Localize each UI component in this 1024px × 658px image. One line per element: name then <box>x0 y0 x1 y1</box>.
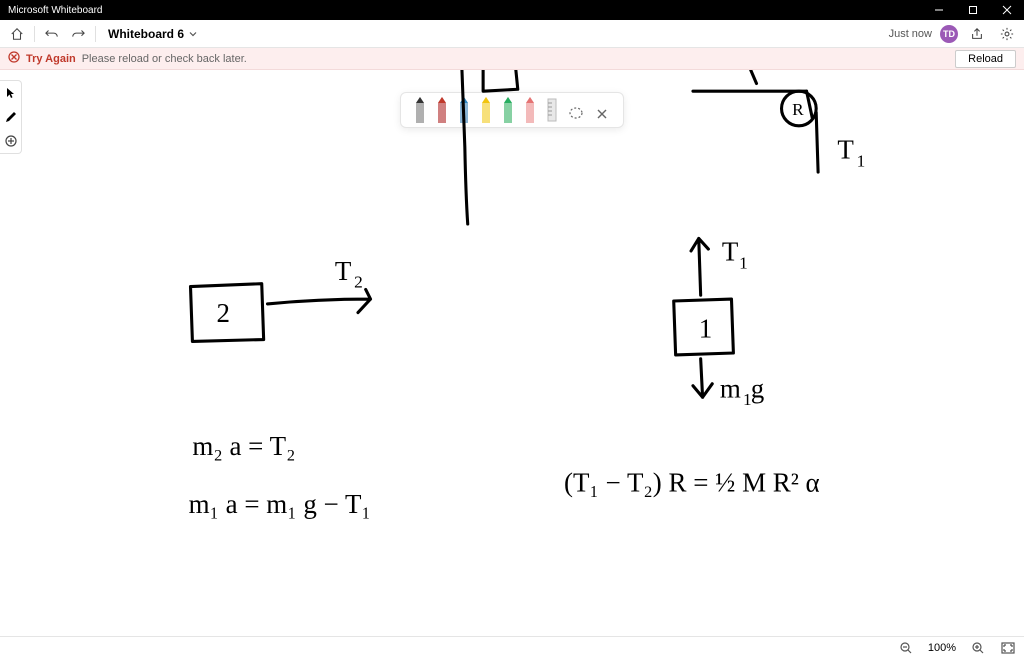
lasso-tool-button[interactable] <box>567 105 585 123</box>
ink-T1-up-sub: 1 <box>739 253 748 272</box>
statusbar: 100% <box>0 636 1024 658</box>
board-name-dropdown[interactable]: Whiteboard 6 <box>108 27 198 41</box>
ink-eq3: (T₁ − T₂) R = ½ M R² α <box>564 468 820 498</box>
error-message: Please reload or check back later. <box>82 53 247 65</box>
ink-pulley-R: R <box>792 100 804 119</box>
error-title: Try Again <box>26 53 76 65</box>
pen-tool-button[interactable] <box>3 109 19 125</box>
error-banner: Try Again Please reload or check back la… <box>0 48 1024 70</box>
whiteboard-canvas[interactable]: 2 T 2 1 T 1 m 1 g R T 1 m₂ <box>0 70 1024 636</box>
titlebar: Microsoft Whiteboard <box>0 0 1024 20</box>
add-tool-button[interactable] <box>3 133 19 149</box>
pen-blue[interactable] <box>457 97 471 123</box>
ink-T2-sub: 2 <box>354 273 363 292</box>
ink-layer: 2 T 2 1 T 1 m 1 g R T 1 m₂ <box>0 70 1024 636</box>
pen-tray <box>400 92 624 128</box>
side-toolbar <box>0 80 22 154</box>
ink-m1g-m: m <box>720 373 741 403</box>
chevron-down-icon <box>188 29 198 39</box>
close-button[interactable] <box>990 0 1024 20</box>
pen-green[interactable] <box>501 97 515 123</box>
zoom-out-button[interactable] <box>898 640 914 656</box>
ink-T2-label: T <box>335 256 351 286</box>
error-icon <box>8 51 20 66</box>
ink-box1-label: 1 <box>699 314 712 344</box>
home-button[interactable] <box>6 23 28 45</box>
main-toolbar: Whiteboard 6 Just now TD <box>0 20 1024 48</box>
separator <box>34 26 35 42</box>
undo-button[interactable] <box>41 23 63 45</box>
ink-pulley-T1: T <box>837 135 853 165</box>
fit-screen-button[interactable] <box>1000 640 1016 656</box>
ink-m1g-sub: 1 <box>743 390 752 409</box>
pen-yellow[interactable] <box>479 97 493 123</box>
share-button[interactable] <box>966 23 988 45</box>
reload-button[interactable]: Reload <box>955 50 1016 68</box>
ink-eq2: m₁ a = m₁ g − T₁ <box>189 489 371 519</box>
pen-black[interactable] <box>413 97 427 123</box>
select-tool-button[interactable] <box>3 85 19 101</box>
ink-pulley-T1-sub: 1 <box>857 151 866 170</box>
ruler-tool[interactable] <box>545 97 559 123</box>
timestamp-label: Just now <box>889 28 932 40</box>
board-name-label: Whiteboard 6 <box>108 27 184 41</box>
app-title: Microsoft Whiteboard <box>8 5 102 16</box>
settings-button[interactable] <box>996 23 1018 45</box>
redo-button[interactable] <box>67 23 89 45</box>
zoom-level: 100% <box>928 642 956 654</box>
close-tray-button[interactable] <box>593 105 611 123</box>
ink-eq1: m₂ a = T₂ <box>192 431 295 461</box>
ink-box2-label: 2 <box>216 298 229 328</box>
pen-red[interactable] <box>435 97 449 123</box>
avatar[interactable]: TD <box>940 25 958 43</box>
zoom-in-button[interactable] <box>970 640 986 656</box>
ink-m1g-g: g <box>751 373 764 403</box>
separator <box>95 26 96 42</box>
ink-T1-up-label: T <box>722 237 738 267</box>
minimize-button[interactable] <box>922 0 956 20</box>
maximize-button[interactable] <box>956 0 990 20</box>
pen-pink[interactable] <box>523 97 537 123</box>
